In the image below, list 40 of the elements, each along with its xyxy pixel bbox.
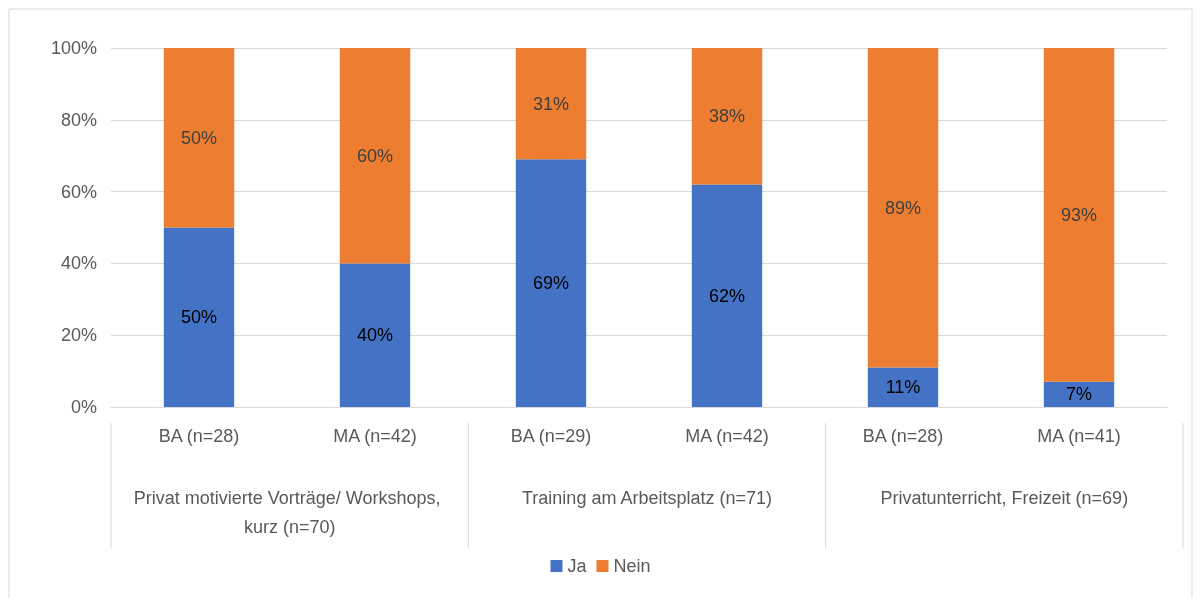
data-label: 69% bbox=[532, 273, 570, 294]
data-label: 62% bbox=[708, 285, 746, 306]
data-label: 40% bbox=[356, 325, 394, 346]
bar bbox=[339, 48, 411, 264]
text: Training am Arbeitsplatz (n=71) bbox=[522, 487, 772, 508]
bar bbox=[691, 48, 763, 185]
legend-label: Ja bbox=[567, 556, 588, 576]
data-label: 50% bbox=[180, 307, 218, 328]
y-tick-label: 0% bbox=[70, 397, 97, 417]
bar bbox=[339, 263, 411, 407]
bar bbox=[163, 227, 235, 407]
data-label: 7% bbox=[1065, 384, 1093, 405]
data-label: 31% bbox=[532, 93, 570, 114]
y-tick-label: 80% bbox=[60, 109, 97, 130]
text: Privatunterricht, Freizeit (n=69) bbox=[880, 487, 1129, 508]
x-tick-label: BA (n=28) bbox=[158, 426, 240, 446]
bar bbox=[1043, 48, 1115, 382]
x-tick-label: MA (n=41) bbox=[1037, 426, 1121, 446]
y-tick-label: 60% bbox=[60, 181, 97, 202]
data-label: 50% bbox=[180, 127, 218, 148]
y-tick-label: 100% bbox=[50, 38, 97, 58]
bar bbox=[163, 48, 235, 228]
bar bbox=[515, 159, 587, 407]
bar bbox=[867, 367, 939, 407]
bar bbox=[867, 48, 939, 368]
bar bbox=[691, 184, 763, 407]
x-tick-label: BA (n=28) bbox=[862, 426, 944, 446]
data-label: 93% bbox=[1060, 204, 1098, 225]
bar bbox=[515, 48, 587, 160]
x-tick-label: MA (n=42) bbox=[685, 426, 769, 446]
data-label: 38% bbox=[708, 106, 746, 127]
x-tick-label: BA (n=29) bbox=[510, 426, 592, 446]
y-tick-label: 20% bbox=[60, 325, 97, 346]
x-tick-label: MA (n=42) bbox=[333, 426, 417, 446]
y-tick-label: 40% bbox=[60, 253, 97, 274]
data-label: 11% bbox=[885, 377, 921, 398]
legend-label: Nein bbox=[613, 556, 651, 576]
data-label: 89% bbox=[884, 197, 922, 218]
text: Privat motivierte Vorträge/ Workshops, kurz (n=70) bbox=[133, 487, 446, 537]
data-label: 60% bbox=[356, 145, 394, 166]
